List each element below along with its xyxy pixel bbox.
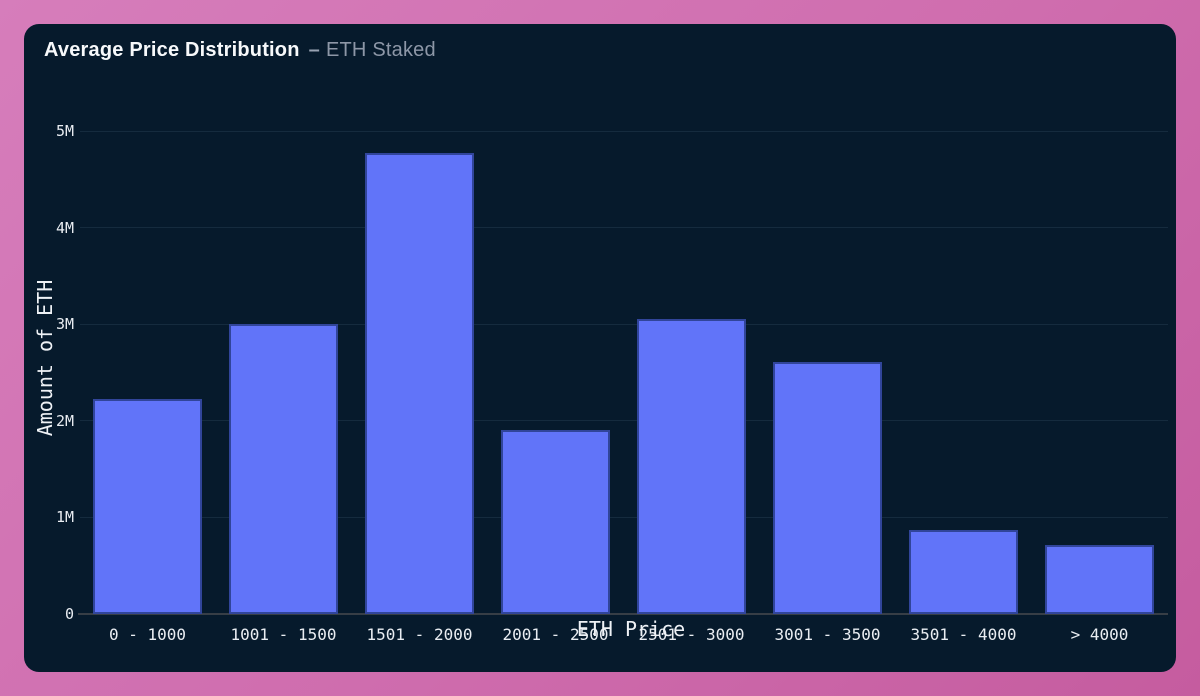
y-tick-label: 0 [64,605,74,623]
plot-area: Amount of ETH ETH Price 0 1M 2M 3M 4M 5M 0 - 1… [24,24,1176,672]
gridline-2M [80,420,1168,422]
chart-title-sub: ETH Staked [325,39,436,61]
x-tick-label: > 4000 [1070,625,1129,644]
y-tick-label: 1M [55,508,74,527]
gridline-5M [80,130,1168,132]
bar-8[interactable] [1045,545,1154,614]
bar-1[interactable] [93,399,202,614]
x-axis-line [78,613,1168,615]
chart-card: Average Price Distribution – ETH Staked Am… [24,24,1176,672]
x-tick-label: 3001 - 3500 [774,625,881,644]
chart-title: Average Price Distribution – ETH Staked [44,36,436,64]
x-axis-title: ETH Price [576,617,686,641]
bar-5[interactable] [637,319,746,614]
bar-3[interactable] [365,153,474,614]
x-tick-label: 3501 - 4000 [910,625,1017,644]
y-tick-label: 4M [55,218,74,237]
y-tick-label: 5M [55,122,74,140]
gridline-1M [80,516,1168,518]
x-tick-label: 0 - 1000 [108,625,187,644]
x-tick-label: 2501 - 3000 [638,625,745,644]
x-tick-label: 1001 - 1500 [230,625,337,644]
chart-title-main: Average Price Distribution [44,39,300,61]
gridline-3M [80,323,1168,325]
chart-title-separator: – [308,39,320,61]
x-tick-label: 2001 - 2500 [502,625,609,644]
bar-2[interactable] [229,324,338,614]
bar-6[interactable] [773,362,882,614]
bar-4[interactable] [501,430,610,614]
y-tick-label: 3M [55,315,74,334]
y-tick-label: 2M [55,411,74,430]
bar-7[interactable] [909,530,1018,614]
x-tick-label: 1501 - 2000 [366,625,473,644]
gridline-4M [80,227,1168,229]
